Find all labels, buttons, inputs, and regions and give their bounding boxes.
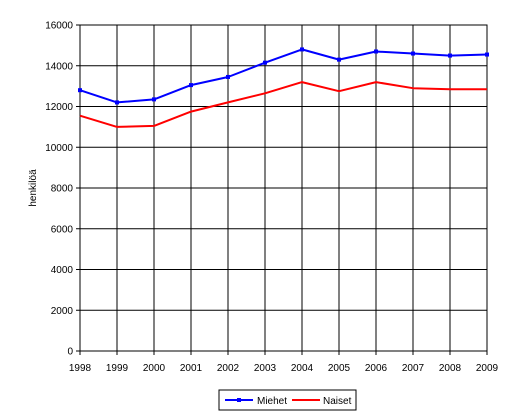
x-tick-label: 2000 [143,363,166,374]
x-tick-label: 2001 [180,363,203,374]
y-tick-label: 4000 [51,265,74,276]
x-axis-ticks: 1998 1999 2000 2001 2002 2003 2004 2005 2006 2007… [69,351,499,374]
y-tick-label: 2000 [51,306,74,317]
data-point-miehet [115,100,119,105]
legend-label-naiset: Naiset [323,396,352,407]
x-tick-label: 2009 [476,363,499,374]
x-tick-label: 2005 [328,363,351,374]
legend-box [218,389,357,411]
series-group [78,47,489,128]
y-axis-title: henkilöä [28,169,39,207]
y-tick-label: 12000 [45,102,73,113]
y-tick-label: 14000 [45,61,73,72]
data-point-miehet [152,97,156,102]
legend-marker-miehet [237,398,241,402]
y-tick-label: 8000 [51,184,74,195]
x-tick-label: 2004 [291,363,314,374]
data-point-miehet [337,57,341,62]
y-axis-ticks: 0 2000 4000 6000 8000 10000 12000 14000 16000 [45,21,80,358]
data-point-miehet [448,53,452,58]
data-point-miehet [189,83,193,88]
series-line-naiset [79,81,487,128]
data-point-miehet [374,49,378,54]
y-tick-label: 0 [67,347,73,358]
x-tick-label: 1998 [69,363,92,374]
data-point-miehet [411,51,415,56]
y-tick-label: 10000 [45,143,73,154]
x-tick-label: 2002 [217,363,240,374]
x-tick-label: 1999 [106,363,129,374]
series-line-miehet [79,48,488,104]
y-tick-label: 6000 [51,224,74,235]
legend: Miehet Naiset [218,389,357,411]
x-tick-label: 2007 [402,363,425,374]
data-point-miehet [485,52,489,57]
data-point-miehet [226,74,230,79]
data-point-miehet [78,88,82,93]
data-point-miehet [300,47,304,52]
x-tick-label: 2003 [254,363,277,374]
legend-label-miehet: Miehet [257,396,287,407]
x-tick-label: 2006 [365,363,388,374]
y-tick-label: 16000 [45,21,73,32]
x-tick-label: 2008 [439,363,462,374]
data-point-miehet [263,60,267,65]
horizontal-gridlines [80,65,487,311]
